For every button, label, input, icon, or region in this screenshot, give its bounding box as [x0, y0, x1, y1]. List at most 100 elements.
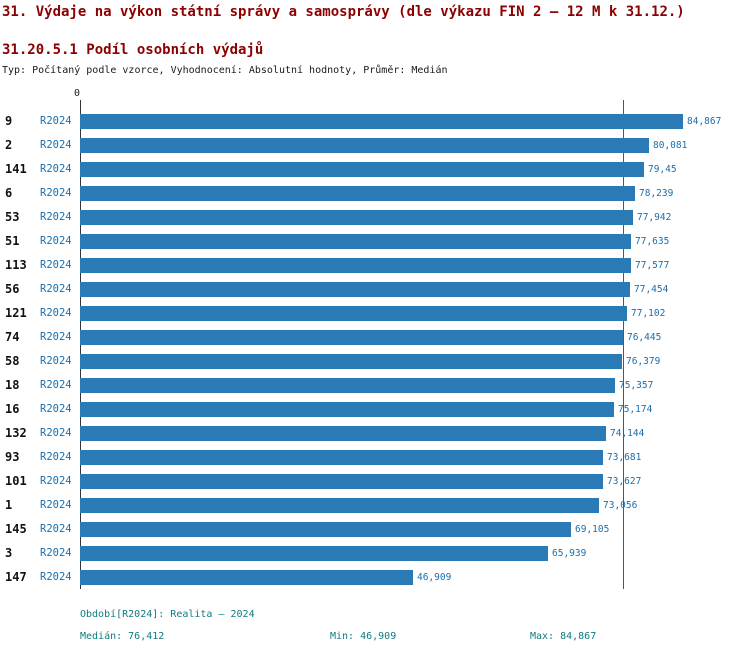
category-label: 3: [5, 546, 13, 560]
bar: [80, 257, 631, 273]
value-label: 84,867: [687, 115, 722, 127]
bar: [80, 569, 413, 585]
category-label: 147: [5, 570, 27, 584]
series-label: R2024: [40, 499, 72, 511]
bar: [80, 473, 603, 489]
value-label: 73,056: [603, 499, 638, 511]
bar: [80, 497, 599, 513]
series-label: R2024: [40, 163, 72, 175]
series-label: R2024: [40, 403, 72, 415]
series-label: R2024: [40, 235, 72, 247]
bar: [80, 305, 627, 321]
bar-row: 2 R2024 80,081: [0, 133, 750, 157]
series-label: R2024: [40, 331, 72, 343]
bar-track: 75,174: [80, 397, 750, 421]
axis-line: [80, 100, 81, 589]
bar-track: 73,056: [80, 493, 750, 517]
value-label: 79,45: [648, 163, 677, 175]
value-label: 69,105: [575, 523, 610, 535]
bar-track: 46,909: [80, 565, 750, 589]
bar-track: 78,239: [80, 181, 750, 205]
bar-track: 73,681: [80, 445, 750, 469]
bar-track: 65,939: [80, 541, 750, 565]
bar-track: 77,577: [80, 253, 750, 277]
bar-row: 18 R2024 75,357: [0, 373, 750, 397]
value-label: 80,081: [653, 139, 688, 151]
category-label: 6: [5, 186, 13, 200]
series-label: R2024: [40, 307, 72, 319]
category-label: 56: [5, 282, 20, 296]
category-label: 16: [5, 402, 20, 416]
bar-track: 77,942: [80, 205, 750, 229]
series-label: R2024: [40, 523, 72, 535]
category-label: 18: [5, 378, 20, 392]
category-label: 145: [5, 522, 27, 536]
series-label: R2024: [40, 355, 72, 367]
bar-track: 76,445: [80, 325, 750, 349]
value-label: 76,445: [627, 331, 662, 343]
value-label: 46,909: [417, 571, 452, 583]
value-label: 78,239: [639, 187, 674, 199]
bar: [80, 425, 606, 441]
category-label: 9: [5, 114, 13, 128]
bar: [80, 353, 622, 369]
bar-track: 76,379: [80, 349, 750, 373]
bar: [80, 233, 631, 249]
value-label: 76,379: [626, 355, 661, 367]
bar-row: 113 R2024 77,577: [0, 253, 750, 277]
median-line: [622, 100, 624, 589]
footer-max: Max: 84,867: [530, 631, 597, 642]
bar: [80, 161, 644, 177]
bar-row: 3 R2024 65,939: [0, 541, 750, 565]
bar-row: 56 R2024 77,454: [0, 277, 750, 301]
bar-track: 80,081: [80, 133, 750, 157]
series-label: R2024: [40, 427, 72, 439]
series-label: R2024: [40, 115, 72, 127]
bar: [80, 401, 614, 417]
bar-row: 121 R2024 77,102: [0, 301, 750, 325]
value-label: 75,357: [619, 379, 654, 391]
bar-track: 75,357: [80, 373, 750, 397]
bar-track: 84,867: [80, 109, 750, 133]
bar: [80, 209, 633, 225]
value-label: 73,681: [607, 451, 642, 463]
bar-track: 73,627: [80, 469, 750, 493]
value-label: 77,102: [631, 307, 666, 319]
value-label: 74,144: [610, 427, 645, 439]
bar-row: 58 R2024 76,379: [0, 349, 750, 373]
category-label: 1: [5, 498, 13, 512]
bar-row: 9 R2024 84,867: [0, 109, 750, 133]
category-label: 58: [5, 354, 20, 368]
bar-chart: 0 9 R2024 84,867 2 R2024 80,081 141 R2024 79,45 6…: [0, 88, 750, 598]
bar: [80, 449, 603, 465]
category-label: 141: [5, 162, 27, 176]
series-label: R2024: [40, 259, 72, 271]
bar-rows: 9 R2024 84,867 2 R2024 80,081 141 R2024 79,45 6 R2…: [0, 109, 750, 589]
category-label: 132: [5, 426, 27, 440]
bar-track: 69,105: [80, 517, 750, 541]
bar: [80, 329, 623, 345]
bar: [80, 137, 649, 153]
category-label: 113: [5, 258, 27, 272]
chart-meta: Typ: Počítaný podle vzorce, Vyhodnocení:…: [2, 65, 448, 76]
bar-track: 77,102: [80, 301, 750, 325]
bar: [80, 377, 615, 393]
page-title: 31. Výdaje na výkon státní správy a samo…: [2, 4, 685, 20]
bar-row: 16 R2024 75,174: [0, 397, 750, 421]
bar: [80, 185, 635, 201]
series-label: R2024: [40, 211, 72, 223]
bar-row: 6 R2024 78,239: [0, 181, 750, 205]
value-label: 77,454: [634, 283, 669, 295]
bar-row: 93 R2024 73,681: [0, 445, 750, 469]
series-label: R2024: [40, 451, 72, 463]
category-label: 51: [5, 234, 20, 248]
footer-min: Min: 46,909: [330, 631, 397, 642]
bar-track: 77,635: [80, 229, 750, 253]
bar-row: 53 R2024 77,942: [0, 205, 750, 229]
category-label: 121: [5, 306, 27, 320]
value-label: 75,174: [618, 403, 653, 415]
value-label: 77,577: [635, 259, 670, 271]
bar-row: 141 R2024 79,45: [0, 157, 750, 181]
bar-row: 51 R2024 77,635: [0, 229, 750, 253]
